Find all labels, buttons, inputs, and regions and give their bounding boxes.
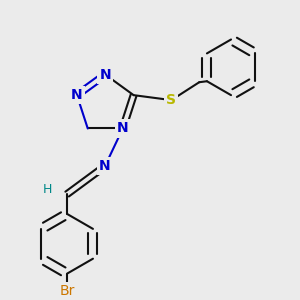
Text: Br: Br	[59, 284, 75, 298]
Text: N: N	[117, 122, 129, 136]
Text: H: H	[43, 183, 52, 196]
Text: N: N	[71, 88, 83, 102]
Text: N: N	[99, 159, 111, 173]
Text: N: N	[100, 68, 111, 82]
Text: S: S	[167, 93, 176, 107]
